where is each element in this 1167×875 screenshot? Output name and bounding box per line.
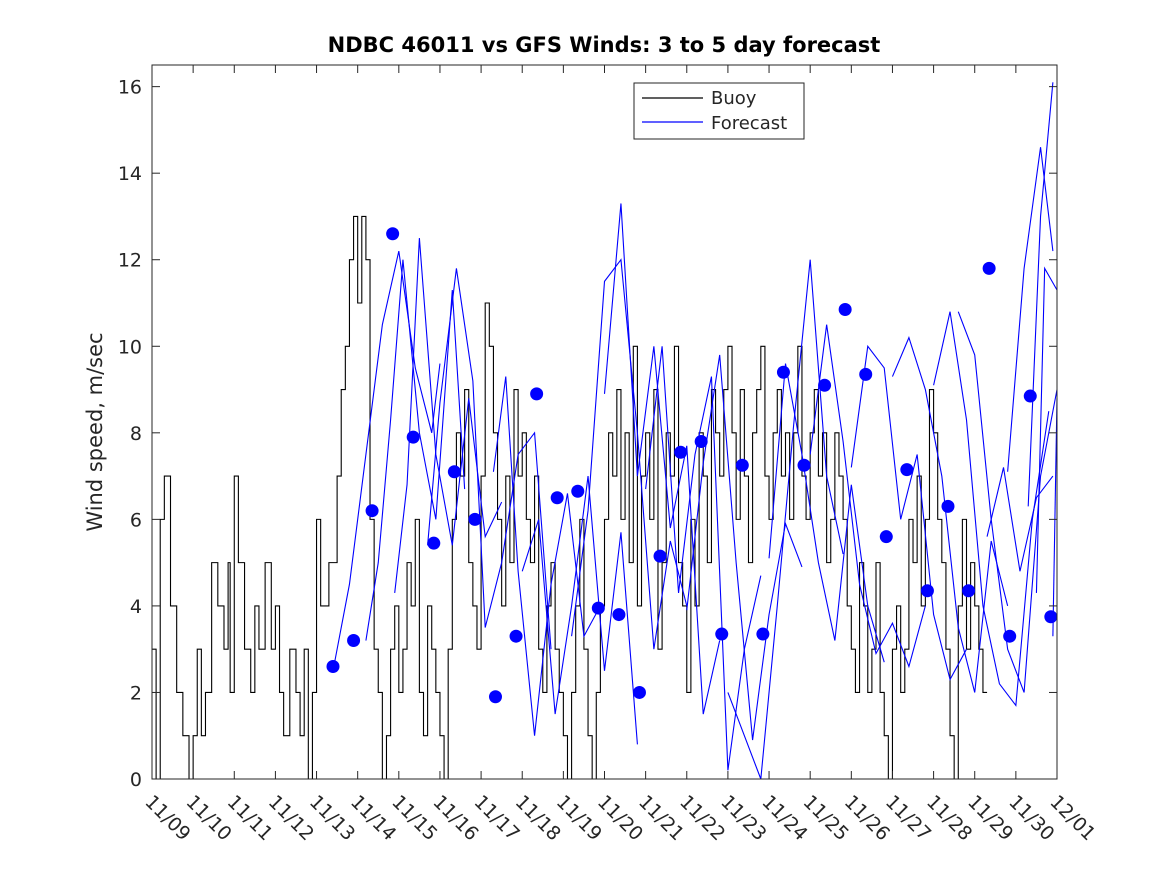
forecast-series-line-0 [332,250,441,671]
forecast-series-line-15 [933,311,1050,707]
forecast-marker-8 [488,690,502,704]
forecast-series-line-11 [768,363,885,663]
forecast-marker-21 [756,627,770,641]
forecast-series-line-10 [727,259,844,780]
y-tick-label-1: 2 [130,682,142,704]
forecast-marker-9 [509,629,523,643]
forecast-series-line-13 [850,344,967,681]
buoy-series-line [152,215,988,780]
forecast-marker-20 [735,458,749,472]
forecast-marker-18 [694,434,708,448]
forecast-series-line-4 [492,376,601,736]
forecast-marker-33 [1003,629,1017,643]
forecast-marker-4 [406,430,420,444]
y-tick-label-2: 4 [130,596,142,618]
forecast-marker-14 [612,608,626,622]
forecast-marker-7 [468,512,482,526]
y-tick-label-0: 0 [130,769,142,791]
forecast-series-line-8 [645,346,762,771]
forecast-marker-31 [962,584,976,598]
forecast-marker-26 [859,367,873,381]
forecast-marker-27 [879,530,893,544]
forecast-series-line-7 [603,203,721,715]
forecast-marker-24 [818,378,832,392]
legend-forecast-label: Forecast [711,113,787,134]
y-tick-label-4: 8 [130,423,142,445]
forecast-marker-11 [550,491,564,505]
forecast-marker-35 [1044,610,1058,624]
forecast-marker-12 [571,484,585,498]
forecast-marker-22 [776,365,790,379]
forecast-marker-3 [386,227,400,241]
forecast-marker-28 [900,463,914,477]
y-tick-label-7: 14 [118,163,142,185]
forecast-marker-19 [715,627,729,641]
forecast-marker-0 [326,659,340,673]
forecast-series-line-14 [891,336,1009,693]
forecast-series-line-17 [986,467,1054,572]
chart-title: NDBC 46011 vs GFS Winds: 3 to 5 day fore… [328,33,881,57]
y-tick-label-6: 12 [118,250,142,272]
forecast-marker-2 [365,504,379,518]
forecast-series-line-3 [427,268,552,650]
forecast-series-line-2 [394,238,503,593]
forecast-marker-15 [632,685,646,699]
y-tick-label-8: 16 [118,77,142,99]
y-tick-label-5: 10 [118,336,142,358]
forecast-series-line-20 [1035,266,1058,593]
forecast-series-line-19 [1027,82,1054,507]
forecast-marker-6 [447,465,461,479]
forecast-series-line-12 [809,324,926,669]
forecast-series-line-5 [521,476,638,745]
forecast-marker-34 [1023,389,1037,403]
forecast-marker-16 [653,549,667,563]
forecast-series-line-16 [957,311,1058,693]
plot-area [152,82,1058,780]
legend-buoy-label: Buoy [711,88,757,109]
forecast-marker-17 [674,445,688,459]
y-axis-label: Wind speed, m/sec [83,332,107,531]
forecast-marker-5 [427,536,441,550]
forecast-series-line-18 [1007,147,1054,472]
forecast-series-line-21 [1052,398,1058,637]
forecast-marker-32 [982,261,996,275]
forecast-marker-25 [838,302,852,316]
forecast-marker-1 [347,634,361,648]
forecast-marker-29 [920,584,934,598]
forecast-marker-30 [941,499,955,513]
legend-box [633,82,805,140]
y-tick-label-3: 6 [130,509,142,531]
legend: Buoy Forecast [633,82,805,140]
forecast-marker-10 [530,387,544,401]
forecast-marker-23 [797,458,811,472]
forecast-marker-13 [591,601,605,615]
